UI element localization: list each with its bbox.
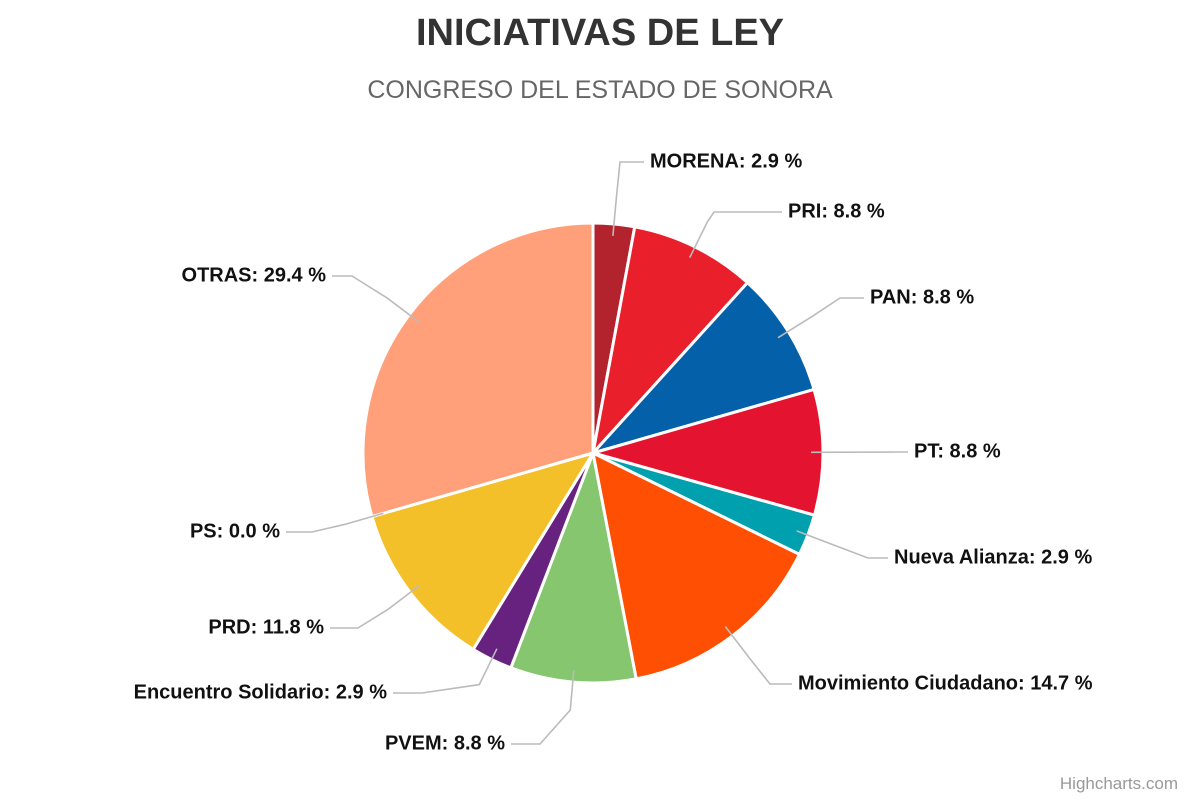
data-label-pvem: PVEM: 8.8 %: [385, 732, 505, 754]
connector-pri: [688, 211, 782, 258]
connector-movimiento-ciudadano: [724, 625, 792, 685]
data-label-pt: PT: 8.8 %: [914, 440, 1001, 462]
pie-slices: [361, 221, 825, 685]
data-label-pri: PRI: 8.8 %: [788, 200, 885, 222]
connector-pan: [777, 297, 864, 339]
data-label-pan: PAN: 8.8 %: [870, 286, 974, 308]
connector-encuentro-solidario: [393, 648, 498, 694]
data-label-movimiento-ciudadano: Movimiento Ciudadano: 14.7 %: [798, 672, 1093, 694]
connector-nueva-alianza: [796, 530, 888, 559]
data-label-morena: MORENA: 2.9 %: [650, 150, 802, 172]
data-labels: MORENA: 2.9 % PRI: 8.8 % PAN: 8.8 % PT: 8.8…: [134, 150, 1093, 754]
connector-morena: [612, 161, 644, 236]
credits-link[interactable]: Highcharts.com: [1059, 774, 1178, 793]
chart-subtitle: CONGRESO DEL ESTADO DE SONORA: [367, 76, 833, 104]
connector-otras: [332, 275, 420, 323]
chart-title: INICIATIVAS DE LEY: [415, 12, 785, 54]
connector-prd: [330, 584, 421, 629]
data-label-otras: OTRAS: 29.4 %: [182, 264, 327, 286]
data-label-ps: PS: 0.0 %: [190, 520, 280, 542]
data-label-prd: PRD: 11.8 %: [208, 616, 324, 638]
connector-pvem: [511, 670, 575, 745]
connector-ps: [286, 512, 384, 533]
label-connectors: [286, 161, 908, 745]
data-label-nueva-alianza: Nueva Alianza: 2.9 %: [894, 546, 1092, 568]
data-label-encuentro-solidario: Encuentro Solidario: 2.9 %: [134, 681, 388, 703]
